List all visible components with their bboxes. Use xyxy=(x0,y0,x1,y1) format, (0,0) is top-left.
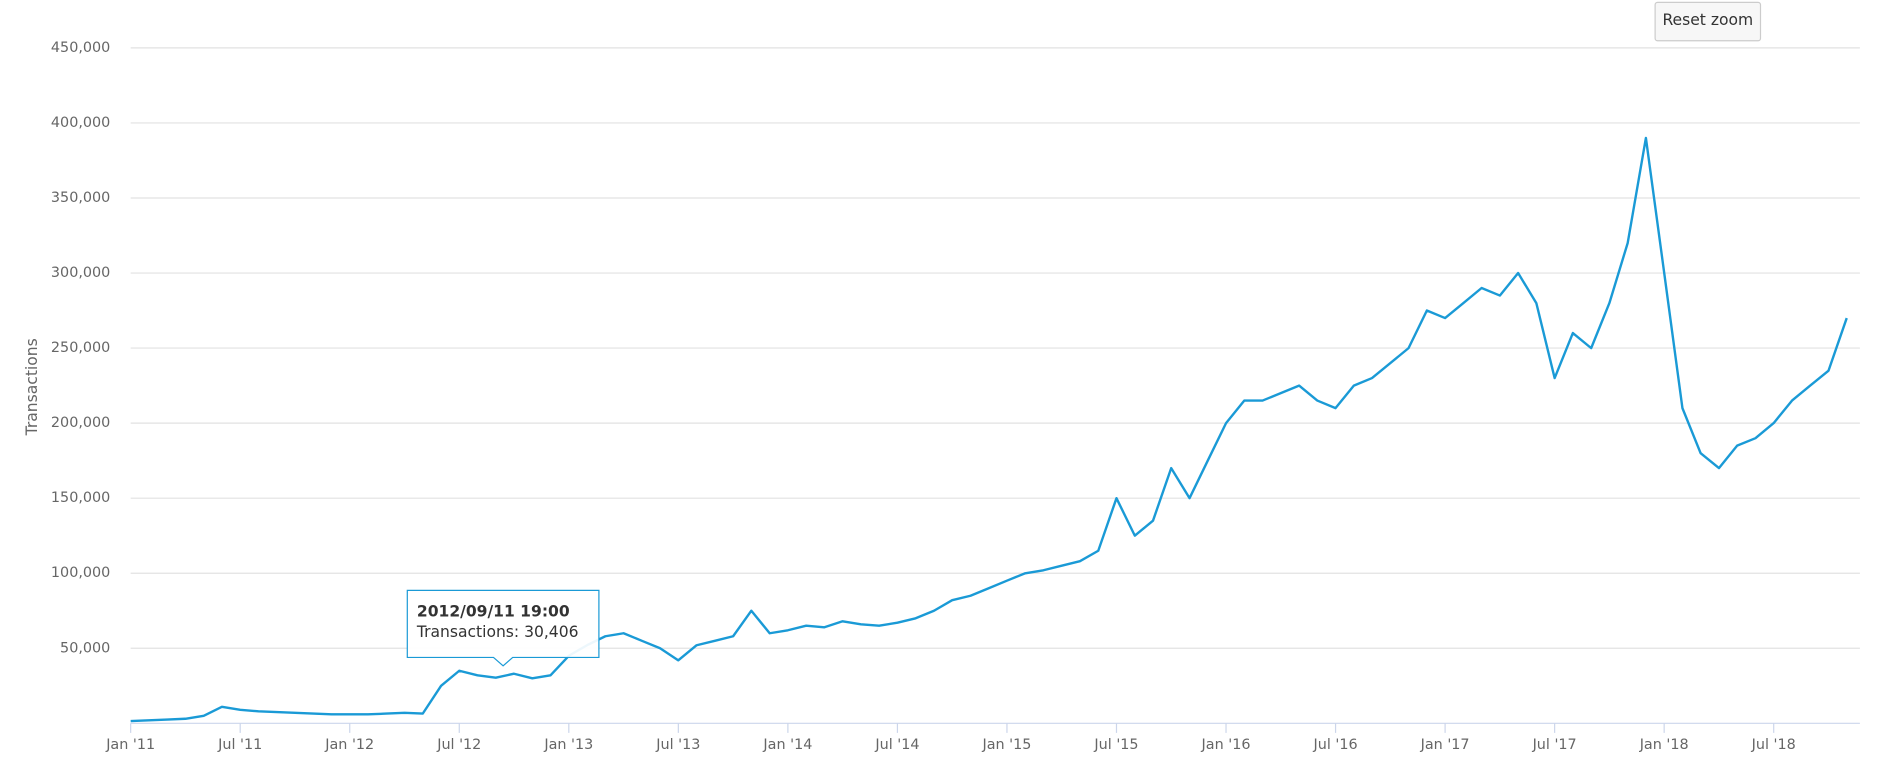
tooltip-value: Transactions: 30,406 xyxy=(416,623,579,641)
y-tick-label: 300,000 xyxy=(51,265,110,281)
x-tick-label: Jan '14 xyxy=(762,737,812,753)
x-tick-label: Jul '12 xyxy=(436,737,481,753)
x-tick-label: Jul '11 xyxy=(217,737,262,753)
tooltip-date: 2012/09/11 19:00 xyxy=(417,602,570,620)
x-tick-label: Jul '13 xyxy=(655,737,700,753)
y-tick-label: 250,000 xyxy=(51,340,110,356)
x-tick-label: Jan '13 xyxy=(543,737,593,753)
plot-area: 50,000 100,000 150,000 200,000 250,000 300,00… xyxy=(51,40,1860,753)
x-tick-label: Jan '15 xyxy=(981,737,1031,753)
y-tick-label: 450,000 xyxy=(51,40,110,56)
x-tick-label: Jul '14 xyxy=(874,737,919,753)
y-tick-label: 100,000 xyxy=(51,565,110,581)
x-tick-label: Jul '17 xyxy=(1532,737,1577,753)
y-tick-label: 50,000 xyxy=(60,640,110,656)
x-tick-label: Jul '18 xyxy=(1751,737,1796,753)
tooltip: 2012/09/11 19:00 Transactions: 30,406 xyxy=(406,589,600,667)
reset-zoom-button[interactable]: Reset zoom xyxy=(1654,1,1762,42)
y-tick-label: 350,000 xyxy=(51,190,110,206)
x-tick-label: Jan '18 xyxy=(1639,737,1689,753)
button-box[interactable] xyxy=(1654,1,1762,42)
x-tick-label: Jan '17 xyxy=(1420,737,1470,753)
x-tick-label: Jan '16 xyxy=(1201,737,1251,753)
button-label[interactable]: Reset zoom xyxy=(1662,11,1753,29)
y-axis-title: Transactions xyxy=(23,338,41,436)
y-tick-label: 400,000 xyxy=(51,115,110,131)
y-tick-label: 150,000 xyxy=(51,490,110,506)
tooltip-box xyxy=(406,589,600,667)
data-line xyxy=(130,136,1848,723)
x-tick-label: Jan '12 xyxy=(324,737,374,753)
y-tick-label: 200,000 xyxy=(51,415,110,431)
x-tick-label: Jul '16 xyxy=(1313,737,1358,753)
x-tick-label: Jul '15 xyxy=(1093,737,1138,753)
x-tick-label: Jan '11 xyxy=(105,737,155,753)
